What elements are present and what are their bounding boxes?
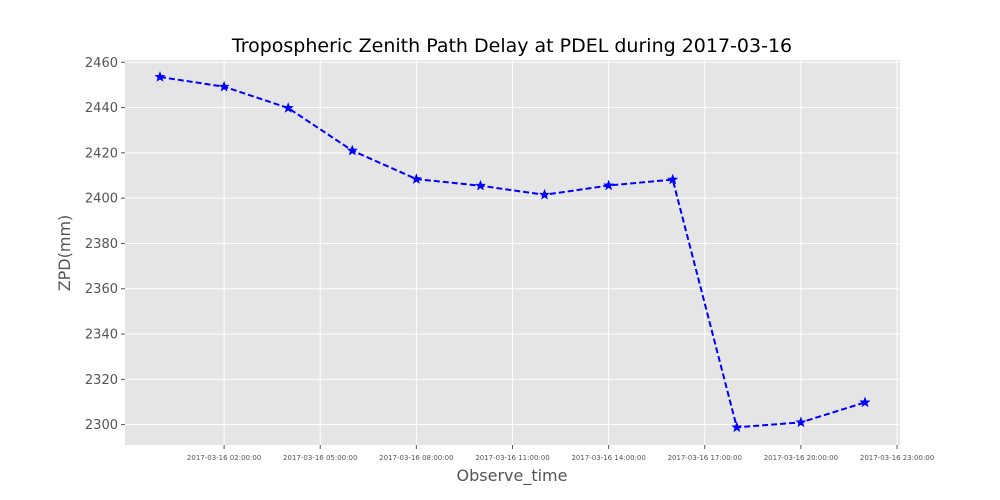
y-tick-label: 2380 [85,237,118,252]
y-ticks: 2300 2320 2340 2360 2380 2400 2420 2440 2460 [85,56,125,433]
data-point [410,173,422,184]
x-ticks: 2017-03-16 02:00:00 2017-03-16 05:00:00 20… [187,445,934,462]
y-tick-label: 2440 [85,101,118,116]
x-tick-label: 2017-03-16 20:00:00 [764,454,838,462]
x-tick-label: 2017-03-16 14:00:00 [571,454,645,462]
data-point [538,188,551,200]
data-point [474,179,487,191]
y-tick-label: 2460 [85,56,118,71]
data-point [346,144,358,156]
data-point [667,173,679,185]
data-point [282,102,294,113]
x-axis-label: Observe_time [457,466,568,486]
y-tick-label: 2360 [85,282,118,297]
x-tick-label: 2017-03-16 05:00:00 [283,454,357,462]
series-line [159,76,866,429]
x-tick-label: 2017-03-16 17:00:00 [668,454,742,462]
chart-title: Tropospheric Zenith Path Delay at PDEL d… [231,35,792,57]
y-tick-label: 2420 [85,146,118,161]
y-tick-label: 2300 [85,418,118,433]
data-point [603,179,615,191]
series [154,71,871,433]
data-point [859,396,871,408]
grid [125,60,900,445]
y-tick-label: 2400 [85,192,118,207]
x-tick-label: 2017-03-16 23:00:00 [860,454,934,462]
data-point [731,421,743,433]
x-tick-label: 2017-03-16 08:00:00 [379,454,453,462]
y-tick-label: 2340 [85,328,118,343]
data-point [795,416,807,428]
data-point [154,71,166,82]
y-tick-label: 2320 [85,373,118,388]
y-axis-label: ZPD(mm) [55,215,74,292]
x-tick-label: 2017-03-16 02:00:00 [187,454,261,462]
x-tick-label: 2017-03-16 11:00:00 [475,454,549,462]
data-point [218,80,230,92]
